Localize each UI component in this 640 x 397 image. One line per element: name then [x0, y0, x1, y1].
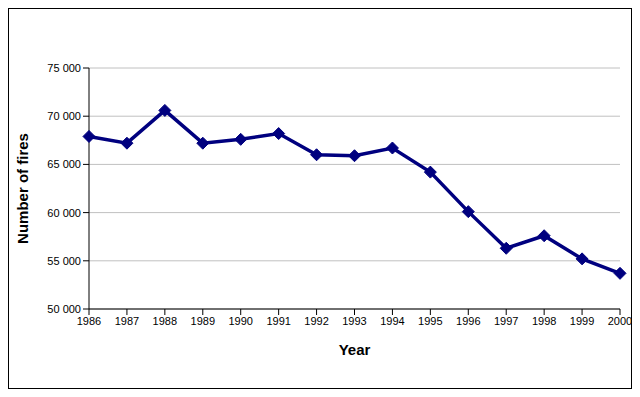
svg-text:1998: 1998 [532, 315, 556, 327]
svg-text:55 000: 55 000 [47, 255, 81, 267]
svg-text:75 000: 75 000 [47, 62, 81, 74]
svg-text:1988: 1988 [153, 315, 177, 327]
svg-text:Year: Year [339, 341, 371, 358]
svg-text:1993: 1993 [342, 315, 366, 327]
svg-text:1989: 1989 [191, 315, 215, 327]
svg-text:1990: 1990 [228, 315, 252, 327]
svg-text:70 000: 70 000 [47, 110, 81, 122]
svg-text:2000: 2000 [608, 315, 631, 327]
svg-text:1997: 1997 [494, 315, 518, 327]
svg-text:50 000: 50 000 [47, 303, 81, 315]
svg-text:Number of fires: Number of fires [14, 133, 31, 244]
svg-text:1987: 1987 [115, 315, 139, 327]
svg-text:1992: 1992 [304, 315, 328, 327]
svg-text:1995: 1995 [418, 315, 442, 327]
svg-text:1986: 1986 [77, 315, 101, 327]
svg-text:1994: 1994 [380, 315, 404, 327]
svg-text:65 000: 65 000 [47, 158, 81, 170]
svg-text:1991: 1991 [266, 315, 290, 327]
svg-text:1999: 1999 [570, 315, 594, 327]
svg-text:60 000: 60 000 [47, 207, 81, 219]
svg-text:1996: 1996 [456, 315, 480, 327]
